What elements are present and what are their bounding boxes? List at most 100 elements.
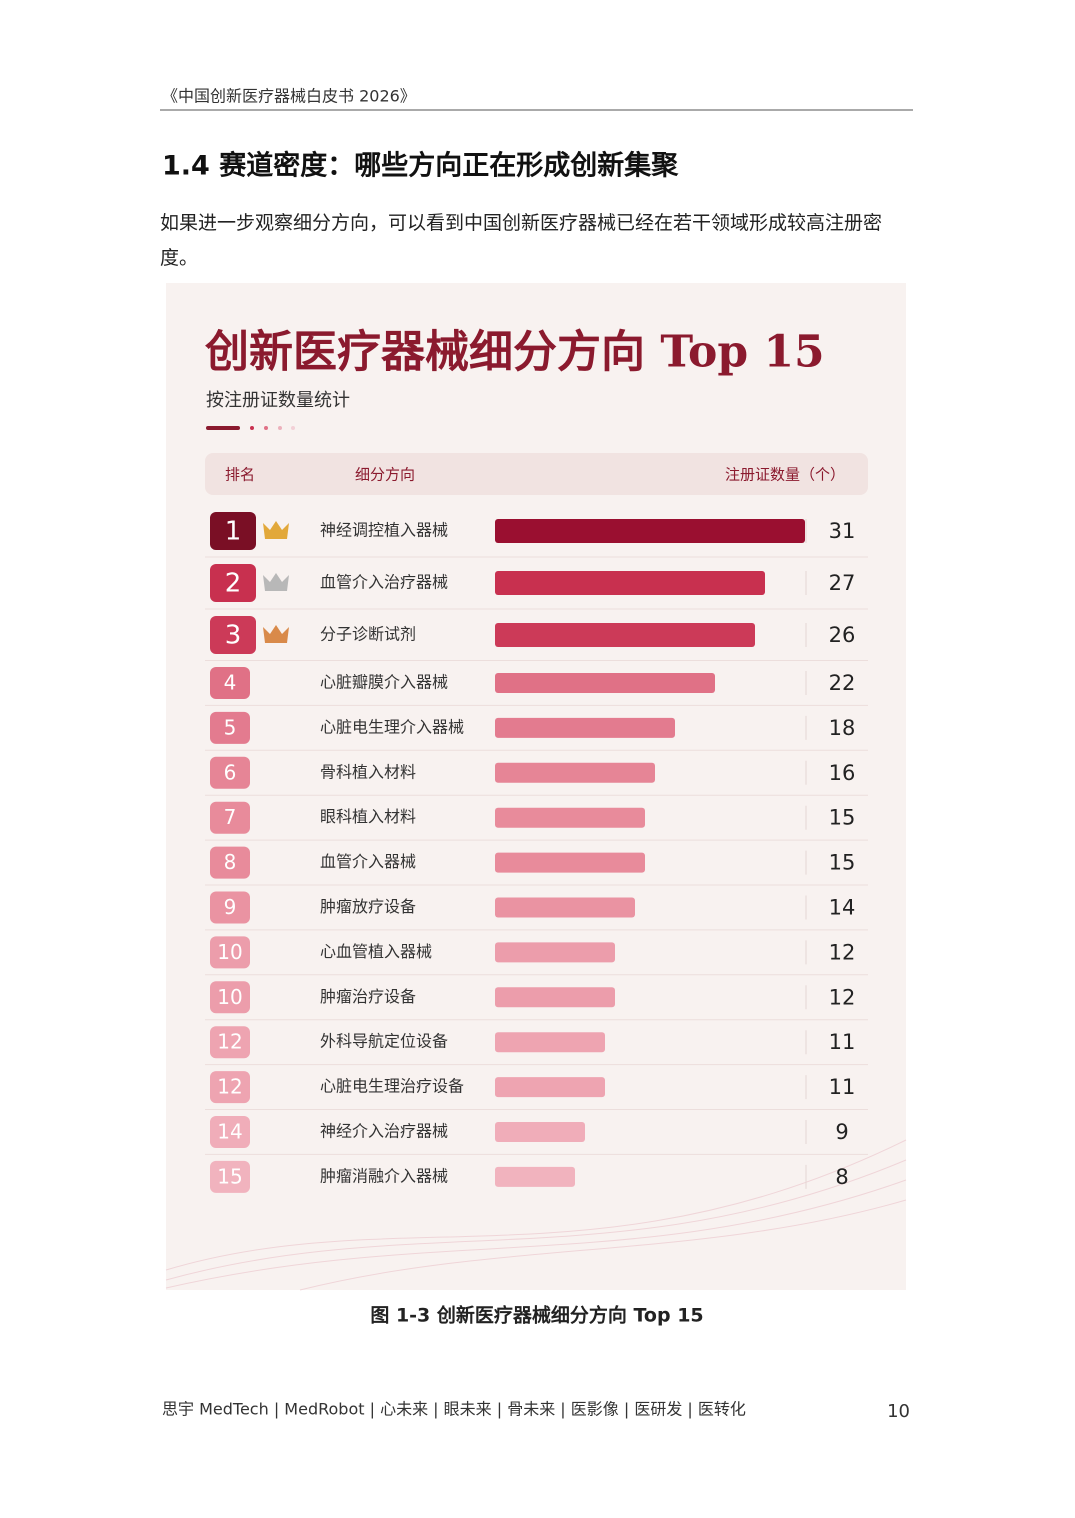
bar [495, 1032, 605, 1053]
figure-caption: 图 1-3 创新医疗器械细分方向 Top 15 [370, 1304, 703, 1327]
category-label: 骨科植入材料 [320, 762, 416, 781]
rank-badge [210, 1026, 250, 1059]
rank-badge [210, 512, 256, 550]
bar [495, 673, 715, 693]
deco-bar [206, 426, 240, 430]
column-header: 注册证数量（个） [725, 466, 845, 484]
rank-number: 5 [224, 715, 237, 739]
rank-number: 9 [224, 895, 237, 919]
rank-badge [210, 1160, 250, 1193]
category-label: 肿瘤放疗设备 [320, 897, 416, 916]
paragraph-box: 如果进一步观察细分方向，可以看到中国创新医疗器械已经在若干领域形成较高注册密度。 [160, 212, 883, 269]
rank-badge [210, 981, 250, 1014]
value-label: 12 [829, 940, 856, 964]
value-label: 14 [829, 896, 856, 920]
deco-dot [250, 426, 254, 430]
rank-badge [210, 891, 250, 924]
category-label: 心脏电生理治疗设备 [320, 1077, 464, 1096]
category-label: 心血管植入器械 [320, 942, 432, 961]
category-label: 肿瘤治疗设备 [320, 987, 416, 1006]
rank-badge [210, 616, 256, 654]
rank-badge [210, 711, 250, 744]
value-label: 8 [835, 1165, 848, 1189]
bar [495, 1122, 585, 1142]
column-header: 细分方向 [355, 466, 415, 484]
bar [495, 1166, 575, 1187]
waves [165, 1139, 907, 1291]
bar [495, 762, 655, 783]
category-label: 神经介入治疗器械 [320, 1122, 448, 1141]
rank-number: 6 [224, 760, 237, 784]
header-title: 《中国创新医疗器械白皮书 2026》 [162, 87, 416, 106]
rank-badge [210, 936, 250, 969]
category-label: 血管介入治疗器械 [320, 573, 448, 592]
rank-number: 3 [225, 621, 242, 651]
value-label: 11 [829, 1075, 856, 1099]
bar [495, 623, 755, 647]
deco-dot [264, 426, 268, 430]
bar [495, 807, 645, 828]
rank-badge [210, 667, 250, 699]
chart-subtitle: 按注册证数量统计 [206, 390, 350, 411]
page-number: 10 [887, 1401, 910, 1422]
rank-badge [210, 756, 250, 789]
rank-number: 14 [217, 1120, 242, 1144]
bar [495, 897, 635, 918]
rank-number: 10 [217, 940, 242, 964]
crown-icon [263, 573, 289, 591]
rank-badge [210, 801, 250, 834]
rank-badge [210, 1116, 250, 1148]
rank-number: 8 [224, 850, 237, 874]
rank-number: 10 [217, 985, 242, 1009]
rank-number: 12 [217, 1030, 242, 1054]
category-label: 肿瘤消融介入器械 [320, 1166, 448, 1185]
value-label: 16 [829, 761, 856, 785]
rank-badge [210, 846, 250, 879]
rank-badge [210, 564, 256, 602]
column-header: 排名 [225, 466, 255, 484]
category-label: 外科导航定位设备 [320, 1032, 448, 1051]
value-label: 11 [829, 1030, 856, 1054]
crown-icon [263, 625, 289, 643]
category-label: 神经调控植入器械 [320, 521, 448, 540]
value-label: 12 [829, 985, 856, 1009]
category-label: 心脏电生理介入器械 [320, 717, 464, 736]
value-label: 15 [829, 851, 856, 875]
category-label: 眼科植入材料 [320, 807, 416, 826]
rank-number: 15 [217, 1164, 242, 1188]
table-header-bg [205, 453, 868, 495]
chart-panel: 创新医疗器械细分方向 Top 15 按注册证数量统计 排名 细分方向 注册证数量… [165, 283, 907, 1291]
footer-text: 思宇 MedTech | MedRobot | 心未来 | 眼未来 | 骨未来 … [162, 1400, 746, 1419]
bar [495, 571, 765, 595]
section-heading: 1.4 赛道密度：哪些方向正在形成创新集聚 [162, 150, 679, 182]
rank-number: 1 [225, 517, 242, 547]
rank-number: 12 [217, 1075, 242, 1099]
deco-dot [291, 426, 295, 430]
category-label: 血管介入器械 [320, 852, 416, 871]
crown-icon [263, 521, 289, 539]
value-label: 26 [829, 623, 856, 647]
rank-number: 2 [225, 569, 242, 599]
bar [495, 942, 615, 963]
value-label: 31 [829, 519, 856, 543]
chart-title: 创新医疗器械细分方向 Top 15 [205, 327, 825, 378]
bar [495, 717, 675, 738]
bar [495, 1077, 605, 1098]
value-label: 22 [829, 671, 856, 695]
deco-dot [278, 426, 282, 430]
value-label: 27 [829, 571, 856, 595]
rows: 1 神经调控植入器械 31 2 血管介入治疗器械 27 3 分子诊断试剂 26 4 心脏瓣膜介入器械… [205, 512, 868, 1193]
rank-number: 4 [224, 671, 237, 695]
bar [495, 852, 645, 873]
category-label: 分子诊断试剂 [320, 625, 416, 644]
rank-badge [210, 1071, 250, 1104]
bar [495, 519, 805, 543]
bar [495, 987, 615, 1008]
rank-number: 7 [224, 805, 237, 829]
value-label: 15 [829, 806, 856, 830]
category-label: 心脏瓣膜介入器械 [320, 673, 448, 692]
value-label: 18 [829, 716, 856, 740]
section-paragraph: 如果进一步观察细分方向，可以看到中国创新医疗器械已经在若干领域形成较高注册密度。 [160, 212, 883, 269]
